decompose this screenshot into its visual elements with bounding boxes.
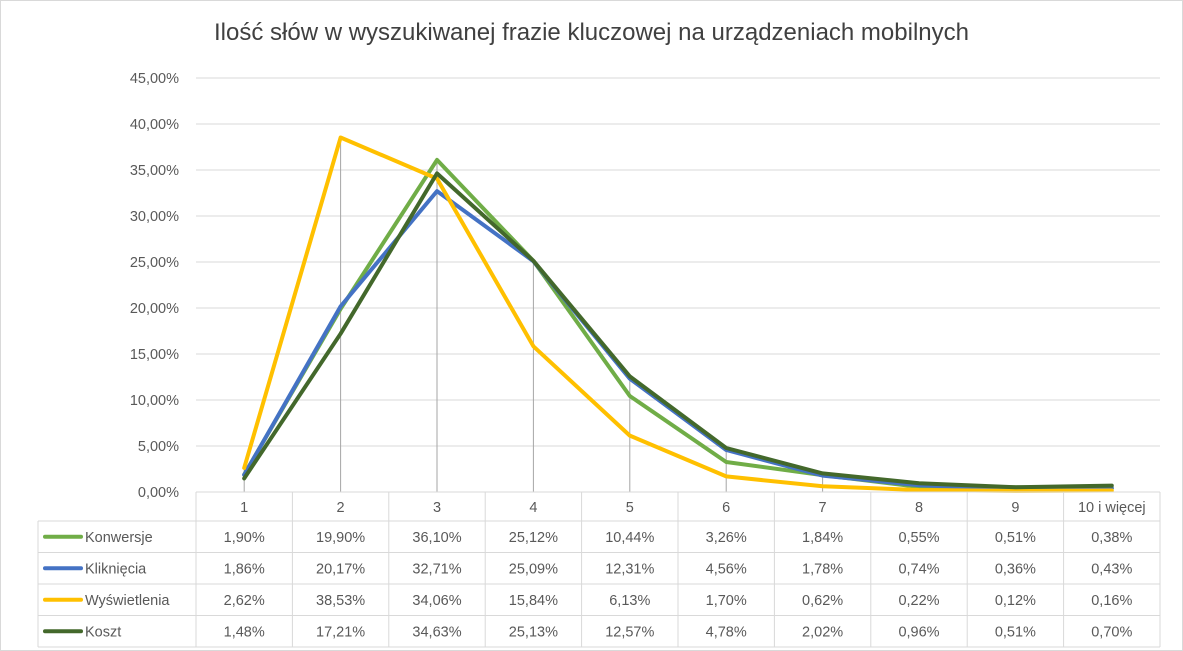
series-line-1 xyxy=(242,157,1114,491)
table-cell-value: 25,09% xyxy=(509,561,558,577)
x-category-label: 1 xyxy=(240,500,248,516)
x-category-label: 9 xyxy=(1011,500,1019,516)
table-cell-value: 1,90% xyxy=(224,530,265,546)
x-category-label: 7 xyxy=(819,500,827,516)
table-cell-value: 0,74% xyxy=(898,561,939,577)
table-cell-value: 17,21% xyxy=(316,624,365,640)
table-cell-value: 4,78% xyxy=(706,624,747,640)
legend-series-name: Koszt xyxy=(85,624,121,640)
table-cell-value: 1,86% xyxy=(224,561,265,577)
y-tick-label: 25,00% xyxy=(130,255,179,271)
series-line-2 xyxy=(242,189,1114,491)
y-tick-label: 35,00% xyxy=(130,163,179,179)
table-cell-value: 10,44% xyxy=(605,530,654,546)
x-category-label: 10 i więcej xyxy=(1078,500,1146,516)
table-cell-value: 0,16% xyxy=(1091,593,1132,609)
table-cell-value: 32,71% xyxy=(412,561,461,577)
table-cell-value: 0,43% xyxy=(1091,561,1132,577)
table-cell-value: 1,48% xyxy=(224,624,265,640)
chart-title: Ilość słów w wyszukiwanej frazie kluczow… xyxy=(214,19,969,46)
table-cell-value: 1,84% xyxy=(802,530,843,546)
legend-series-name: Kliknięcia xyxy=(85,561,147,577)
y-axis: 0,00% 5,00% 10,00% 15,00% 20,00% 25,00% 30,00%… xyxy=(130,71,179,501)
table-cell-value: 0,62% xyxy=(802,593,843,609)
table-cell-value: 0,22% xyxy=(898,593,939,609)
legend-series-name: Wyświetlenia xyxy=(85,593,170,609)
series-line-3 xyxy=(242,135,1114,493)
table-cell-value: 0,96% xyxy=(898,624,939,640)
legend-series-name: Konwersje xyxy=(85,530,153,546)
x-category-label: 6 xyxy=(722,500,730,516)
table-cell-value: 12,57% xyxy=(605,624,654,640)
table-cell-value: 25,12% xyxy=(509,530,558,546)
y-tick-label: 10,00% xyxy=(130,393,179,409)
table-cell-value: 3,26% xyxy=(706,530,747,546)
series-line-4 xyxy=(242,171,1114,490)
series-lines xyxy=(242,135,1114,493)
y-tick-label: 15,00% xyxy=(130,347,179,363)
table-cell-value: 0,70% xyxy=(1091,624,1132,640)
table-cell-value: 38,53% xyxy=(316,593,365,609)
table-cell-value: 6,13% xyxy=(609,593,650,609)
y-tick-label: 20,00% xyxy=(130,301,179,317)
table-cell-value: 19,90% xyxy=(316,530,365,546)
table-cell-value: 34,63% xyxy=(412,624,461,640)
table-cell-value: 1,78% xyxy=(802,561,843,577)
table-cell-value: 0,51% xyxy=(995,624,1036,640)
table-cell-value: 12,31% xyxy=(605,561,654,577)
y-tick-label: 40,00% xyxy=(130,117,179,133)
table-cell-value: 1,70% xyxy=(706,593,747,609)
table-cell-value: 2,02% xyxy=(802,624,843,640)
y-tick-label: 30,00% xyxy=(130,209,179,225)
table-cell-value: 0,12% xyxy=(995,593,1036,609)
data-table: 1 2 3 4 5 6 7 8 9 10 i więcej Konwersje 1,90% 19,90%… xyxy=(37,491,1161,648)
table-cell-value: 25,13% xyxy=(509,624,558,640)
table-cell-value: 36,10% xyxy=(412,530,461,546)
drop-lines xyxy=(243,137,1113,492)
x-category-label: 5 xyxy=(626,500,634,516)
table-cell-value: 4,56% xyxy=(706,561,747,577)
x-category-label: 3 xyxy=(433,500,441,516)
table-cell-value: 0,51% xyxy=(995,530,1036,546)
table-cell-value: 20,17% xyxy=(316,561,365,577)
table-cell-value: 0,36% xyxy=(995,561,1036,577)
x-category-label: 4 xyxy=(529,500,537,516)
y-tick-label: 0,00% xyxy=(138,485,179,501)
x-category-label: 2 xyxy=(337,500,345,516)
table-cell-value: 0,38% xyxy=(1091,530,1132,546)
table-cell-value: 34,06% xyxy=(412,593,461,609)
table-cell-value: 0,55% xyxy=(898,530,939,546)
y-tick-label: 5,00% xyxy=(138,439,179,455)
y-tick-label: 45,00% xyxy=(130,71,179,87)
table-cell-value: 15,84% xyxy=(509,593,558,609)
x-category-label: 8 xyxy=(915,500,923,516)
table-cell-value: 2,62% xyxy=(224,593,265,609)
